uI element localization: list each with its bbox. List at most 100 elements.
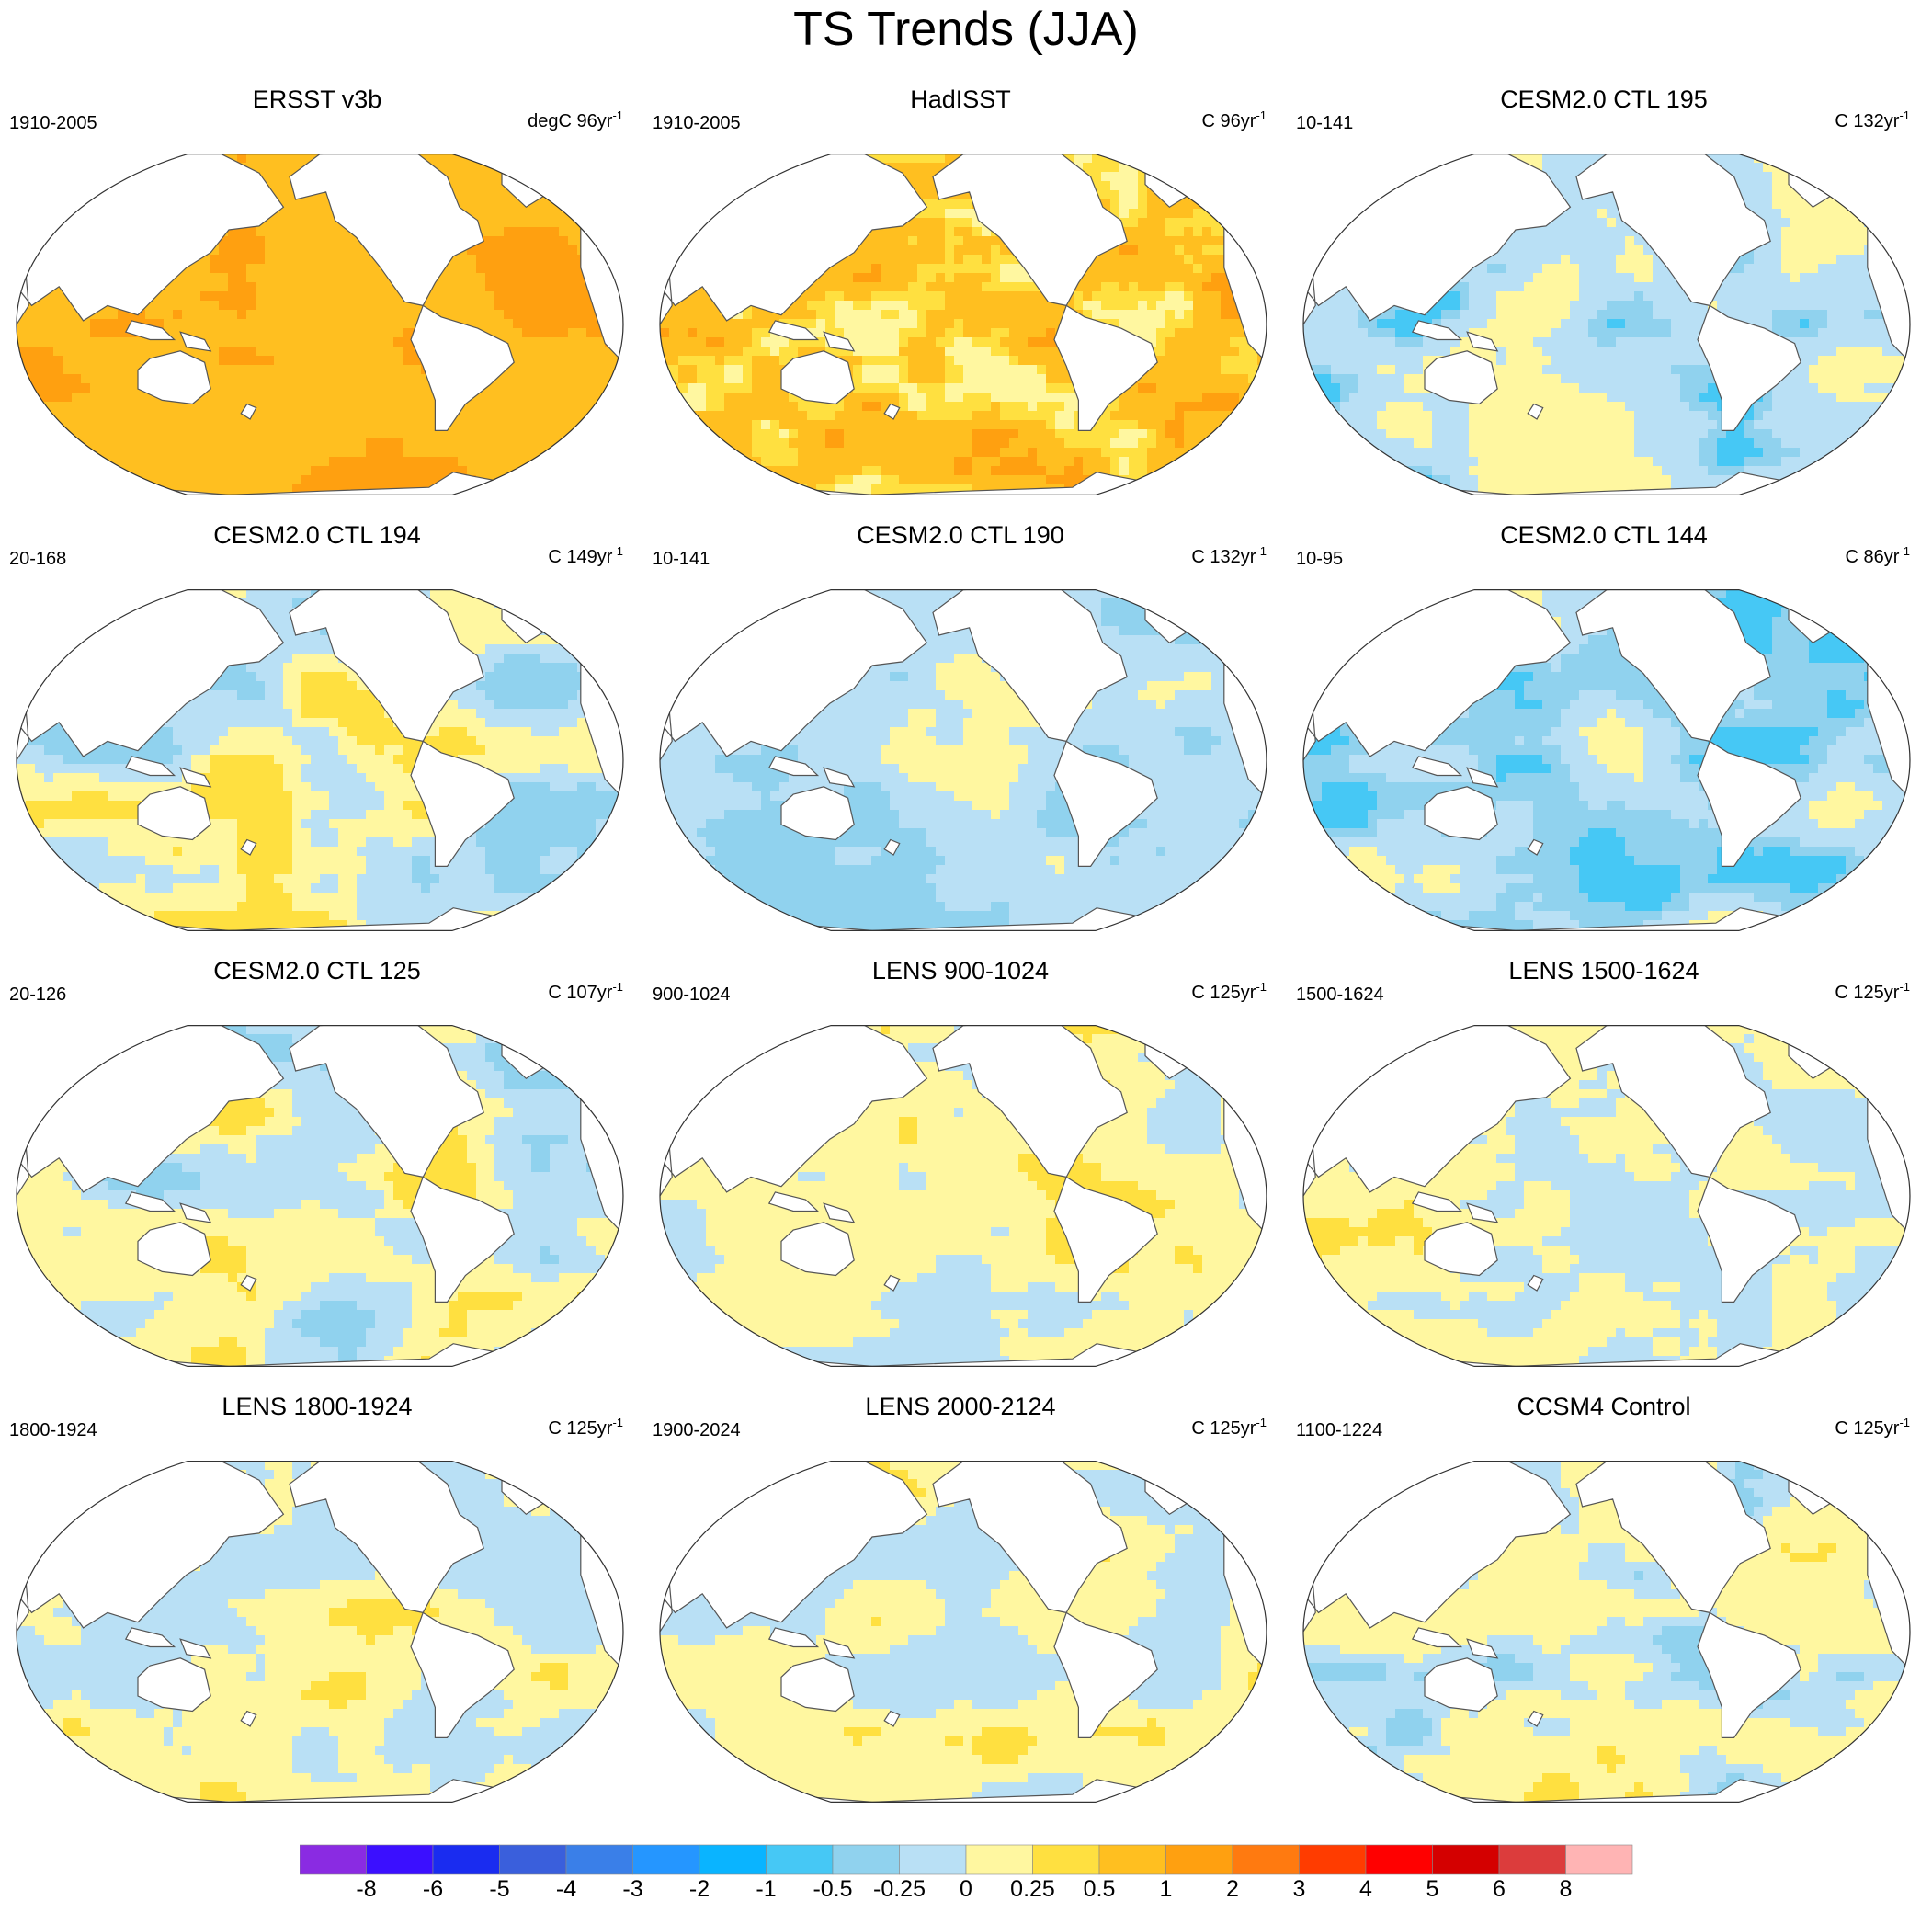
world-map [1294, 132, 1919, 517]
colorbar-swatch [433, 1845, 500, 1874]
panel-units: C 125yr-1 [548, 1416, 623, 1441]
colorbar-tick-label: 2 [1226, 1875, 1239, 1903]
panel-title: LENS 1800-1924 [0, 1392, 634, 1421]
panel-units-base: degC 96yr [528, 111, 612, 131]
panel-units: C 86yr-1 [1846, 544, 1910, 570]
colorbar-swatch [1166, 1845, 1233, 1874]
colorbar-tick-label: -4 [556, 1875, 576, 1903]
colorbar-tick-label: -2 [689, 1875, 710, 1903]
colorbar-swatch [1366, 1845, 1433, 1874]
colorbar-swatch [633, 1845, 700, 1874]
panel-units-exponent: -1 [1256, 980, 1267, 994]
panel-units-exponent: -1 [1256, 544, 1267, 558]
colorbar-swatch [367, 1845, 434, 1874]
colorbar-swatch [900, 1845, 967, 1874]
panel-units-base: C 125yr [548, 1418, 612, 1439]
panel-period: 1500-1624 [1296, 984, 1384, 1006]
panel-period: 1900-2024 [653, 1419, 741, 1441]
panel-units-base: C 132yr [1835, 111, 1899, 131]
colorbar-tick-label: 5 [1426, 1875, 1439, 1903]
panel-period: 1100-1224 [1296, 1419, 1382, 1441]
panel-title: CESM2.0 CTL 125 [0, 956, 634, 985]
panel-units: C 132yr-1 [1191, 544, 1267, 570]
world-map [1294, 568, 1919, 952]
panel-period: 10-141 [653, 548, 710, 570]
world-map [651, 132, 1276, 517]
panel-period: 20-126 [9, 984, 66, 1006]
colorbar-tick-label: 8 [1560, 1875, 1573, 1903]
colorbar-swatch [1033, 1845, 1100, 1874]
panel-units: C 125yr-1 [1191, 980, 1267, 1006]
colorbar-swatch [1499, 1845, 1566, 1874]
panel-units-base: C 125yr [1191, 983, 1256, 1003]
panel-units-exponent: -1 [612, 108, 623, 122]
panel-units-exponent: -1 [1256, 1416, 1267, 1429]
panel-units: C 107yr-1 [548, 980, 623, 1006]
world-map [7, 1004, 632, 1388]
colorbar-swatch [699, 1845, 767, 1874]
panel-title: CESM2.0 CTL 190 [643, 520, 1278, 550]
colorbar-tick-label: -1 [756, 1875, 776, 1903]
panel-period: 900-1024 [653, 984, 731, 1006]
panel-period: 1800-1924 [9, 1419, 97, 1441]
colorbar-swatch [1433, 1845, 1500, 1874]
panel-units: C 132yr-1 [1835, 108, 1910, 134]
panel-units-exponent: -1 [1899, 980, 1910, 994]
colorbar-tick-label: 0.25 [1010, 1875, 1055, 1903]
panel-period: 10-141 [1296, 112, 1353, 134]
panel-period: 20-168 [9, 548, 66, 570]
world-map [651, 1004, 1276, 1388]
colorbar-tick-label: 6 [1493, 1875, 1506, 1903]
colorbar-swatch [1099, 1845, 1166, 1874]
panel-units: degC 96yr-1 [528, 108, 623, 134]
panel-units-exponent: -1 [1899, 544, 1910, 558]
colorbar-swatch [500, 1845, 567, 1874]
panel-units: C 125yr-1 [1191, 1416, 1267, 1441]
colorbar-tick-label: 4 [1359, 1875, 1372, 1903]
colorbar-tick-label: -6 [423, 1875, 443, 1903]
colorbar-tick-label: 3 [1293, 1875, 1306, 1903]
panel-title: LENS 900-1024 [643, 956, 1278, 985]
colorbar-tick-label: 1 [1160, 1875, 1173, 1903]
panel-units-exponent: -1 [612, 980, 623, 994]
colorbar-tick-label: -3 [622, 1875, 642, 1903]
panel-title: LENS 1500-1624 [1287, 956, 1921, 985]
colorbar-tick-label: -0.5 [813, 1875, 852, 1903]
panel-units: C 96yr-1 [1202, 108, 1267, 134]
figure-title: TS Trends (JJA) [0, 0, 1932, 59]
colorbar-swatch [1566, 1845, 1633, 1874]
panel-units-base: C 125yr [1835, 983, 1899, 1003]
colorbar-tick-label: -0.25 [873, 1875, 926, 1903]
world-map [651, 568, 1276, 952]
panel-title: CESM2.0 CTL 195 [1287, 85, 1921, 114]
world-map [1294, 1440, 1919, 1824]
panel-units-base: C 125yr [1191, 1418, 1256, 1439]
colorbar-tick-label: -5 [489, 1875, 509, 1903]
panel-units-base: C 107yr [548, 983, 612, 1003]
panel-title: LENS 2000-2124 [643, 1392, 1278, 1421]
panel-title: CESM2.0 CTL 194 [0, 520, 634, 550]
panel-units: C 149yr-1 [548, 544, 623, 570]
panel-units-exponent: -1 [612, 1416, 623, 1429]
panel-title: CCSM4 Control [1287, 1392, 1921, 1421]
colorbar-swatch [966, 1845, 1033, 1874]
colorbar-swatch [566, 1845, 633, 1874]
colorbar-tick-label: -8 [356, 1875, 376, 1903]
panel-units: C 125yr-1 [1835, 980, 1910, 1006]
colorbar-swatch [1300, 1845, 1367, 1874]
world-map [651, 1440, 1276, 1824]
world-map [7, 1440, 632, 1824]
panel-title: CESM2.0 CTL 144 [1287, 520, 1921, 550]
panel-units: C 125yr-1 [1835, 1416, 1910, 1441]
panel-units-exponent: -1 [1256, 108, 1267, 122]
world-map [7, 132, 632, 517]
